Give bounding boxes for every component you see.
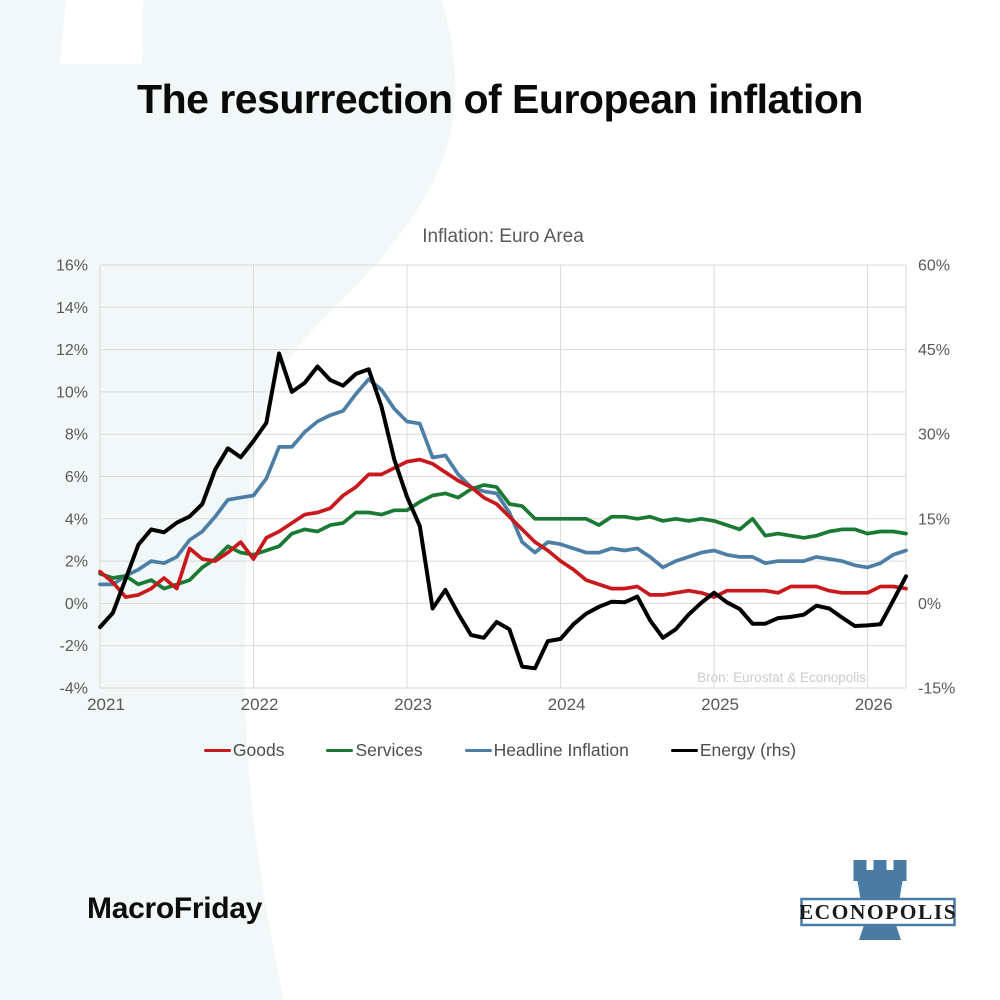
legend: Goods Services Headline Inflation Energy…: [0, 740, 1000, 761]
x-axis-year-label: 2026: [855, 695, 893, 714]
legend-item-energy: Energy (rhs): [670, 740, 797, 761]
rook-base: [859, 925, 901, 940]
series-line-headline-inflation: [98, 377, 908, 587]
left-axis-tick-label: 4%: [65, 511, 88, 528]
legend-item-headline-inflation: Headline Inflation: [464, 740, 629, 761]
left-axis-tick-label: 14%: [56, 300, 88, 317]
x-axis-year-label: 2024: [548, 695, 586, 714]
x-axis-year-label: 2021: [87, 695, 125, 714]
white-trapezoid: [60, 0, 143, 64]
econopolis-logo: ECONOPOLIS: [800, 860, 956, 940]
left-axis-tick-label: 6%: [65, 469, 88, 486]
left-axis-tick-label: 10%: [56, 384, 88, 401]
services-line-swatch-icon: [326, 748, 354, 753]
left-axis-tick-label: 0%: [65, 596, 88, 613]
left-axis-tick-label: 2%: [65, 554, 88, 571]
chart-title: Inflation: Euro Area: [422, 226, 584, 247]
right-axis-tick-label: 30%: [918, 427, 950, 444]
energy-line-swatch-icon: [670, 748, 698, 753]
series-line-goods: [98, 457, 908, 599]
logo-banner: [800, 897, 956, 927]
source-note: Bron: Eurostat & Econopolis: [697, 670, 866, 685]
rook-icon: [853, 860, 907, 899]
x-axis-year-label: 2023: [394, 695, 432, 714]
right-axis-tick-label: 45%: [918, 342, 950, 359]
right-axis-tick-label: 0%: [918, 596, 941, 613]
left-axis-tick-label: 8%: [65, 427, 88, 444]
right-axis-tick-label: -15%: [918, 681, 955, 698]
series-line-energy-rhs: [98, 351, 908, 671]
legend-label: Energy (rhs): [699, 740, 797, 760]
legend-label: Services: [355, 740, 423, 760]
left-axis-tick-label: -4%: [60, 681, 88, 698]
left-axis-tick-label: 16%: [56, 258, 88, 275]
legend-label: Goods: [232, 740, 285, 760]
x-axis-year-label: 2025: [701, 695, 739, 714]
goods-line-swatch-icon: [203, 748, 231, 753]
legend-item-services: Services: [326, 740, 423, 761]
headline-inflation-line-swatch-icon: [464, 748, 492, 753]
left-axis-tick-label: 12%: [56, 342, 88, 359]
econopolis-wordmark: ECONOPOLIS: [800, 900, 956, 924]
right-axis-tick-label: 15%: [918, 511, 950, 528]
right-axis-tick-label: 60%: [918, 258, 950, 275]
page-title: The resurrection of European inflation: [137, 76, 863, 122]
legend-item-goods: Goods: [203, 740, 285, 761]
brand-macrofriday: MacroFriday: [87, 892, 263, 925]
x-axis-year-label: 2022: [241, 695, 279, 714]
legend-label: Headline Inflation: [493, 740, 629, 760]
left-axis-tick-label: -2%: [60, 638, 88, 655]
